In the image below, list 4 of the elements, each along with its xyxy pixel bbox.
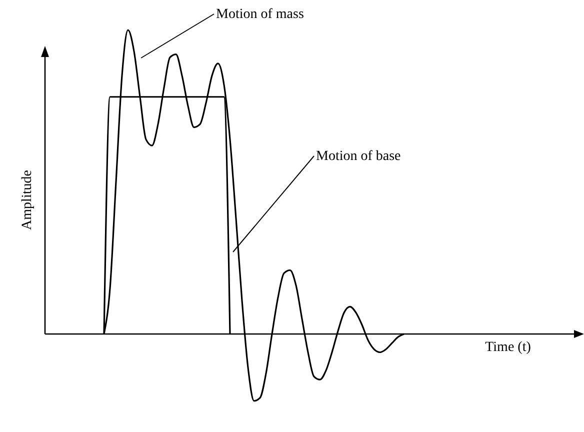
x-axis-title: Time (t) — [485, 340, 532, 355]
text: Motion of mass — [216, 7, 304, 22]
annotation: Motion of base — [316, 149, 401, 164]
y-axis-title: Amplitude — [20, 170, 35, 230]
